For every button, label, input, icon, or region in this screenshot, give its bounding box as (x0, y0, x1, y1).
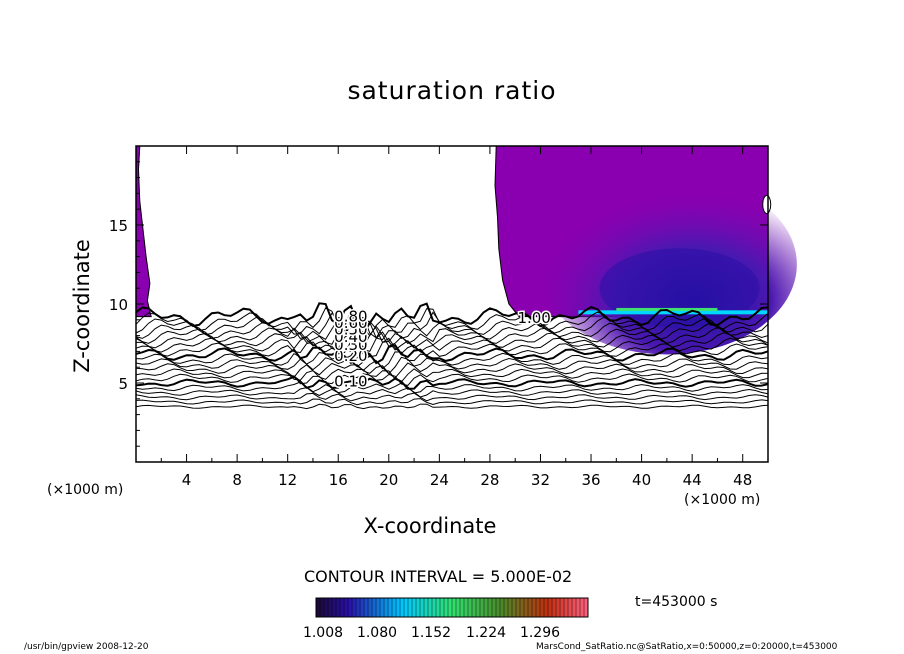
contour-label: 0.20 (334, 347, 367, 365)
x-tick-label: 36 (581, 471, 600, 489)
contour-line (135, 316, 769, 341)
x-tick-label: 4 (182, 471, 192, 489)
x-axis-ticks: 4 8 12 16 20 24 28 32 36 40 44 48 (160, 146, 752, 489)
contour-line (135, 343, 769, 365)
x-tick-label: 32 (531, 471, 550, 489)
colorbar-label: 1.152 (411, 625, 451, 641)
saturation-fill (135, 145, 797, 355)
contour-labels: 0.10 0.200.300.400.500.600.80 1.00 (333, 306, 553, 392)
chart-title: saturation ratio (347, 76, 557, 105)
time-label: t=453000 s (635, 594, 718, 610)
contour-label: 0.10 (334, 372, 367, 390)
contour-line (135, 368, 769, 383)
cyan-band (578, 310, 768, 315)
colorbar-stripes (315, 598, 589, 617)
x-tick-label: 28 (480, 471, 499, 489)
y-axis-ticks: 5 10 15 (109, 161, 768, 447)
contour-label: 0.80 (334, 308, 367, 326)
x-tick-label: 8 (232, 471, 242, 489)
contour-line (135, 387, 769, 398)
colorbar-labels: 1.008 1.080 1.152 1.224 1.296 (303, 625, 560, 641)
colorbar-label: 1.224 (466, 625, 506, 641)
supersaturated-region-left (135, 145, 152, 318)
y-tick-label: 5 (118, 375, 128, 393)
x-tick-label: 20 (379, 471, 398, 489)
contour-label: 1.00 (517, 309, 550, 327)
footer-right: MarsCond_SatRatio.nc@SatRatio,x=0:50000,… (536, 642, 838, 652)
contour-label: 0.60 (334, 314, 367, 332)
y-axis-label: Z-coordinate (70, 239, 94, 373)
contour-line (135, 311, 769, 339)
colorbar-label: 1.296 (520, 625, 560, 641)
contour-line (135, 381, 769, 394)
contour-line (135, 398, 769, 406)
contour-label: 0.30 (334, 336, 367, 354)
contour-line (135, 337, 769, 360)
contour-label: 0.50 (334, 320, 367, 338)
contour-line (135, 392, 769, 402)
x-tick-label: 44 (683, 471, 702, 489)
contour-line (135, 375, 769, 390)
x-tick-label: 16 (329, 471, 348, 489)
contour-line (135, 302, 769, 335)
x-tick-label: 40 (632, 471, 651, 489)
contour-line (135, 307, 769, 337)
x-tick-label: 24 (430, 471, 449, 489)
x-unit-right: (×1000 m) (684, 492, 761, 508)
contour-line (135, 356, 769, 375)
contour-line (135, 373, 769, 386)
colorbar-label: 1.080 (357, 625, 397, 641)
y-tick-label: 15 (109, 217, 128, 235)
contour-interval: CONTOUR INTERVAL = 5.000E-02 (304, 567, 573, 586)
x-unit-left: (×1000 m) (47, 482, 124, 498)
contour-label: 0.40 (334, 328, 367, 346)
contour-line (135, 325, 769, 350)
edge-notch (762, 194, 772, 214)
contour-line (135, 403, 769, 410)
x-tick-label: 48 (733, 471, 752, 489)
contour-lines (135, 302, 769, 410)
footer-left: /usr/bin/gpview 2008-12-20 (24, 642, 149, 652)
contour-line (135, 351, 769, 370)
y-tick-label: 10 (109, 296, 128, 314)
colorbar-label: 1.008 (303, 625, 343, 641)
contour-line (135, 320, 769, 345)
x-axis-label: X-coordinate (363, 514, 497, 538)
x-tick-label: 12 (278, 471, 297, 489)
